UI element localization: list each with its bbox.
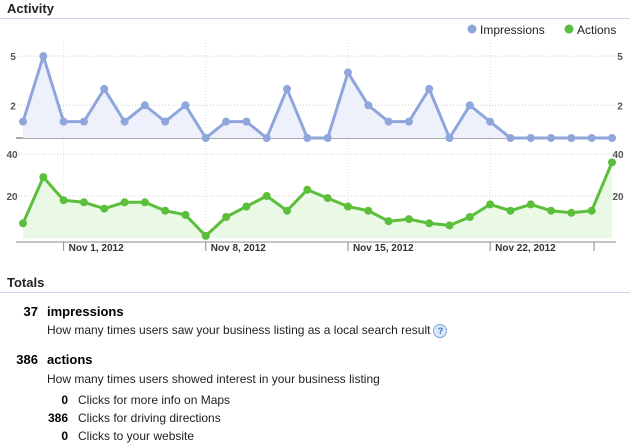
- impressions-point: [262, 134, 271, 142]
- legend-impressions-label: Impressions: [480, 23, 545, 37]
- actions-point: [608, 158, 616, 167]
- actions-count: 386: [16, 352, 38, 367]
- impressions-point: [323, 134, 332, 142]
- actions-ytick-right: 20: [612, 192, 624, 203]
- impressions-point: [486, 117, 495, 126]
- actions-point: [384, 217, 393, 226]
- totals-header: Totals: [0, 274, 630, 293]
- impressions-point: [567, 134, 576, 142]
- actions-point: [222, 213, 231, 221]
- actions-point: [283, 206, 292, 215]
- impressions-point: [59, 117, 68, 126]
- impressions-point: [303, 134, 312, 142]
- impressions-point: [384, 117, 393, 126]
- actions-point: [59, 196, 68, 205]
- actions-description: How many times users showed interest in …: [47, 372, 380, 386]
- impressions-ytick-right: 5: [617, 52, 623, 63]
- impressions-point: [364, 101, 373, 110]
- impressions-label: impressions: [47, 304, 124, 319]
- actions-point: [547, 206, 556, 215]
- impressions-point: [100, 84, 109, 93]
- website-clicks-label: Clicks to your website: [78, 429, 195, 443]
- actions-point: [486, 200, 495, 209]
- impressions-point: [425, 84, 434, 93]
- actions-point: [39, 173, 48, 182]
- maps-clicks-label: Clicks for more info on Maps: [78, 393, 231, 407]
- impressions-description-text: How many times users saw your business l…: [47, 323, 431, 337]
- impressions-point: [608, 134, 616, 142]
- directions-clicks-count: 386: [47, 411, 68, 425]
- impressions-point: [547, 134, 556, 142]
- website-clicks-count: 0: [61, 429, 68, 443]
- actions-area: [23, 162, 612, 238]
- legend-impressions-marker: [467, 24, 477, 34]
- x-tick-label: Nov 15, 2012: [353, 243, 414, 254]
- activity-chart-svg: Impressions Actions 5 5 2 2 40 40 20 20 Nov 1, 201…: [6, 23, 624, 254]
- actions-point: [181, 210, 190, 219]
- activity-title: Activity: [7, 1, 54, 16]
- actions-point: [120, 198, 129, 207]
- actions-point: [79, 198, 88, 207]
- x-tick-label: Nov 8, 2012: [211, 243, 266, 254]
- impressions-point: [140, 101, 149, 110]
- actions-label: actions: [47, 352, 93, 367]
- x-tick-label: Nov 1, 2012: [69, 243, 124, 254]
- activity-header: Activity: [0, 0, 630, 19]
- impressions-point: [526, 134, 535, 142]
- impressions-point: [465, 101, 474, 110]
- actions-point: [567, 208, 576, 217]
- actions-point: [445, 221, 454, 230]
- maps-clicks-count: 0: [61, 393, 68, 407]
- impressions-point: [242, 117, 251, 126]
- impressions-point: [161, 117, 170, 126]
- impressions-description: How many times users saw your business l…: [47, 323, 448, 338]
- impressions-point: [283, 84, 292, 93]
- impressions-area: [23, 56, 612, 138]
- legend-actions-label: Actions: [577, 23, 616, 37]
- actions-ytick-left: 20: [6, 192, 18, 203]
- impressions-point: [587, 134, 596, 142]
- actions-point: [425, 219, 434, 228]
- impressions-count: 37: [23, 304, 38, 319]
- impressions-point: [120, 117, 129, 126]
- actions-point: [303, 185, 312, 194]
- actions-point: [404, 215, 413, 224]
- impressions-ytick-left: 2: [10, 101, 16, 112]
- impressions-ytick-left: 5: [10, 52, 16, 63]
- impressions-point: [445, 134, 454, 142]
- totals-title: Totals: [7, 275, 45, 290]
- impressions-point: [343, 68, 352, 77]
- impressions-point: [181, 101, 190, 110]
- impressions-point: [222, 117, 231, 126]
- actions-point: [526, 200, 535, 209]
- actions-point: [262, 192, 271, 200]
- x-tick-label: Nov 22, 2012: [495, 243, 556, 254]
- impressions-point: [506, 134, 515, 142]
- actions-point: [140, 198, 149, 207]
- actions-point: [201, 231, 210, 240]
- actions-point: [242, 202, 251, 211]
- actions-point: [587, 206, 596, 215]
- impressions-point: [39, 52, 48, 61]
- impressions-point: [404, 117, 413, 126]
- actions-point: [343, 202, 352, 211]
- impressions-point: [79, 117, 88, 126]
- help-icon[interactable]: ?: [433, 323, 448, 338]
- actions-point: [364, 206, 373, 215]
- actions-ytick-right: 40: [612, 150, 624, 161]
- actions-point: [506, 206, 515, 215]
- actions-point: [100, 204, 109, 213]
- impressions-ytick-right: 2: [617, 101, 623, 112]
- impressions-point: [201, 134, 210, 142]
- actions-ytick-left: 40: [6, 150, 18, 161]
- actions-point: [465, 213, 474, 221]
- directions-clicks-label: Clicks for driving directions: [78, 411, 221, 425]
- impressions-point: [19, 117, 27, 126]
- actions-point: [19, 219, 27, 228]
- legend-actions-marker: [564, 24, 574, 34]
- activity-chart: Impressions Actions 5 5 2 2 40 40 20 20 Nov 1, 201…: [0, 20, 630, 270]
- actions-point: [161, 206, 170, 215]
- actions-point: [323, 194, 332, 203]
